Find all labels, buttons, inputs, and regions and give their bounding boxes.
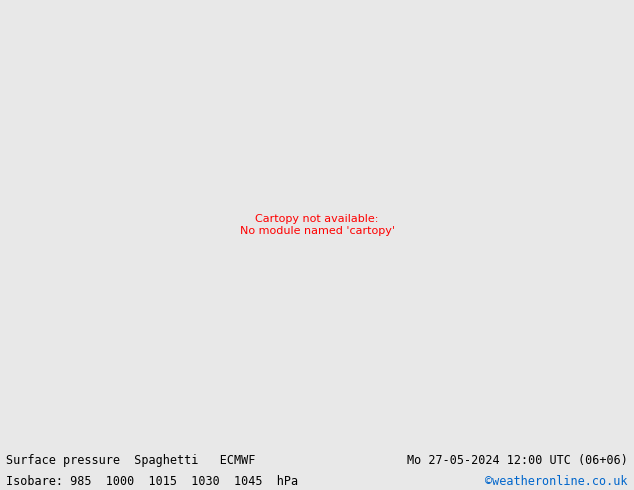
Text: Mo 27-05-2024 12:00 UTC (06+06): Mo 27-05-2024 12:00 UTC (06+06)	[407, 454, 628, 467]
Text: ©weatheronline.co.uk: ©weatheronline.co.uk	[485, 474, 628, 488]
Text: Cartopy not available:
No module named 'cartopy': Cartopy not available: No module named '…	[240, 214, 394, 236]
Text: Isobare: 985  1000  1015  1030  1045  hPa: Isobare: 985 1000 1015 1030 1045 hPa	[6, 474, 299, 488]
Text: Surface pressure  Spaghetti   ECMWF: Surface pressure Spaghetti ECMWF	[6, 454, 256, 467]
